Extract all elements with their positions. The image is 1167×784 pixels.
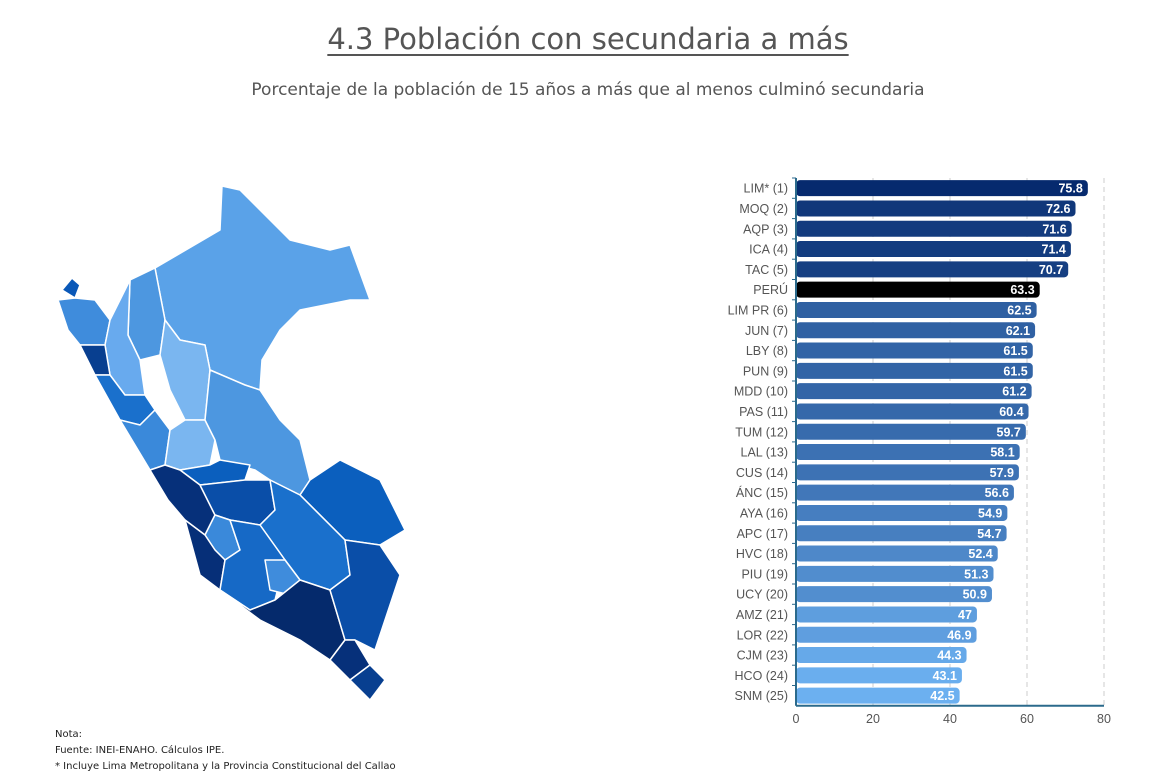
bar-value-label: 51.3 (964, 567, 988, 581)
bar (796, 504, 1008, 521)
bar (796, 180, 1088, 197)
category-label: PERÚ (753, 282, 788, 297)
bar-value-label: 60.4 (999, 405, 1023, 419)
note-label: Nota: (55, 729, 83, 740)
bar (796, 423, 1026, 440)
peru-choropleth-map (57, 185, 406, 700)
bar-value-label: 43.1 (933, 669, 957, 683)
bar-value-label: 62.5 (1007, 303, 1031, 317)
bar-value-label: 72.6 (1046, 202, 1070, 216)
map-region-tumbes (61, 277, 81, 299)
bar-value-label: 54.7 (977, 527, 1001, 541)
category-label: CUS (14) (736, 466, 788, 480)
category-label: LIM PR (6) (728, 303, 788, 317)
bar-value-label: 71.6 (1042, 222, 1066, 236)
bar-value-label: 62.1 (1006, 324, 1030, 338)
bar (796, 626, 977, 643)
bar-value-label: 75.8 (1058, 182, 1082, 196)
bar (796, 606, 977, 623)
bar-value-label: 42.5 (930, 689, 954, 703)
category-label: MDD (10) (734, 385, 788, 399)
category-label: LAL (13) (741, 446, 788, 460)
bar-value-label: 63.3 (1010, 283, 1034, 297)
bar (796, 322, 1036, 339)
category-label: MOQ (2) (739, 202, 788, 216)
x-tick-label: 40 (943, 712, 957, 726)
x-tick-label: 60 (1020, 712, 1034, 726)
category-label: PIU (19) (741, 567, 788, 581)
category-label: ICA (4) (749, 243, 788, 257)
bar-value-label: 58.1 (990, 446, 1014, 460)
bar (796, 586, 992, 603)
bar-value-label: 59.7 (997, 425, 1021, 439)
source-note: Fuente: INEI-ENAHO. Cálculos IPE. (55, 745, 225, 756)
bar (796, 687, 960, 704)
bar (796, 362, 1033, 379)
bar-value-label: 50.9 (963, 588, 987, 602)
category-label: LBY (8) (746, 344, 788, 358)
category-label: PAS (11) (739, 405, 788, 419)
bar (796, 667, 962, 684)
category-label: PUN (9) (743, 364, 788, 378)
bar (796, 545, 998, 562)
bar-value-label: 61.2 (1002, 385, 1026, 399)
page-title: 4.3 Población con secundaria a más (327, 22, 849, 56)
category-label: APC (17) (737, 527, 788, 541)
category-label: UCY (20) (736, 588, 788, 602)
category-label: AYA (16) (740, 506, 788, 520)
bar (796, 220, 1072, 237)
x-tick-label: 80 (1097, 712, 1111, 726)
category-label: HVC (18) (736, 547, 788, 561)
bar-value-label: 70.7 (1039, 263, 1063, 277)
bar (796, 565, 994, 582)
category-label: TAC (5) (745, 263, 788, 277)
bar (796, 342, 1033, 359)
asterisk-note: * Incluye Lima Metropolitana y la Provin… (55, 761, 396, 772)
category-label: HCO (24) (735, 669, 788, 683)
bar-value-label: 61.5 (1003, 344, 1027, 358)
page-subtitle: Porcentaje de la población de 15 años a … (251, 80, 925, 100)
x-tick-label: 0 (793, 712, 800, 726)
category-label: LIM* (1) (744, 182, 788, 196)
category-label: CJM (23) (737, 649, 788, 663)
bar (796, 261, 1069, 278)
bar (796, 403, 1029, 420)
bar (796, 484, 1014, 501)
bar (796, 383, 1032, 400)
bar-value-label: 61.5 (1003, 364, 1027, 378)
map-region-moquegua (329, 639, 371, 681)
bar (796, 301, 1037, 318)
category-label: AMZ (21) (736, 608, 788, 622)
bar-value-label: 44.3 (937, 649, 961, 663)
category-label: LOR (22) (737, 628, 788, 642)
bar-value-label: 57.9 (990, 466, 1014, 480)
bar-value-label: 46.9 (947, 628, 971, 642)
x-tick-label: 20 (866, 712, 880, 726)
category-label: ÁNC (15) (736, 485, 788, 500)
map-region-puno (329, 539, 401, 651)
bar-value-label: 54.9 (978, 506, 1002, 520)
bar-value-label: 71.4 (1042, 243, 1066, 257)
bar (796, 444, 1020, 461)
category-label: TUM (12) (735, 425, 788, 439)
bar-value-label: 52.4 (968, 547, 992, 561)
bar (796, 647, 967, 664)
bar (796, 525, 1007, 542)
category-label: JUN (7) (745, 324, 788, 338)
category-label: SNM (25) (735, 689, 788, 703)
bar (796, 281, 1040, 298)
bar (796, 464, 1019, 481)
bar (796, 241, 1071, 258)
map-region-tacna (349, 664, 386, 700)
category-label: AQP (3) (743, 222, 788, 236)
bar (796, 200, 1076, 217)
bar-value-label: 47 (958, 608, 972, 622)
notes: Nota: Fuente: INEI-ENAHO. Cálculos IPE. … (55, 727, 396, 775)
bar-value-label: 56.6 (985, 486, 1009, 500)
